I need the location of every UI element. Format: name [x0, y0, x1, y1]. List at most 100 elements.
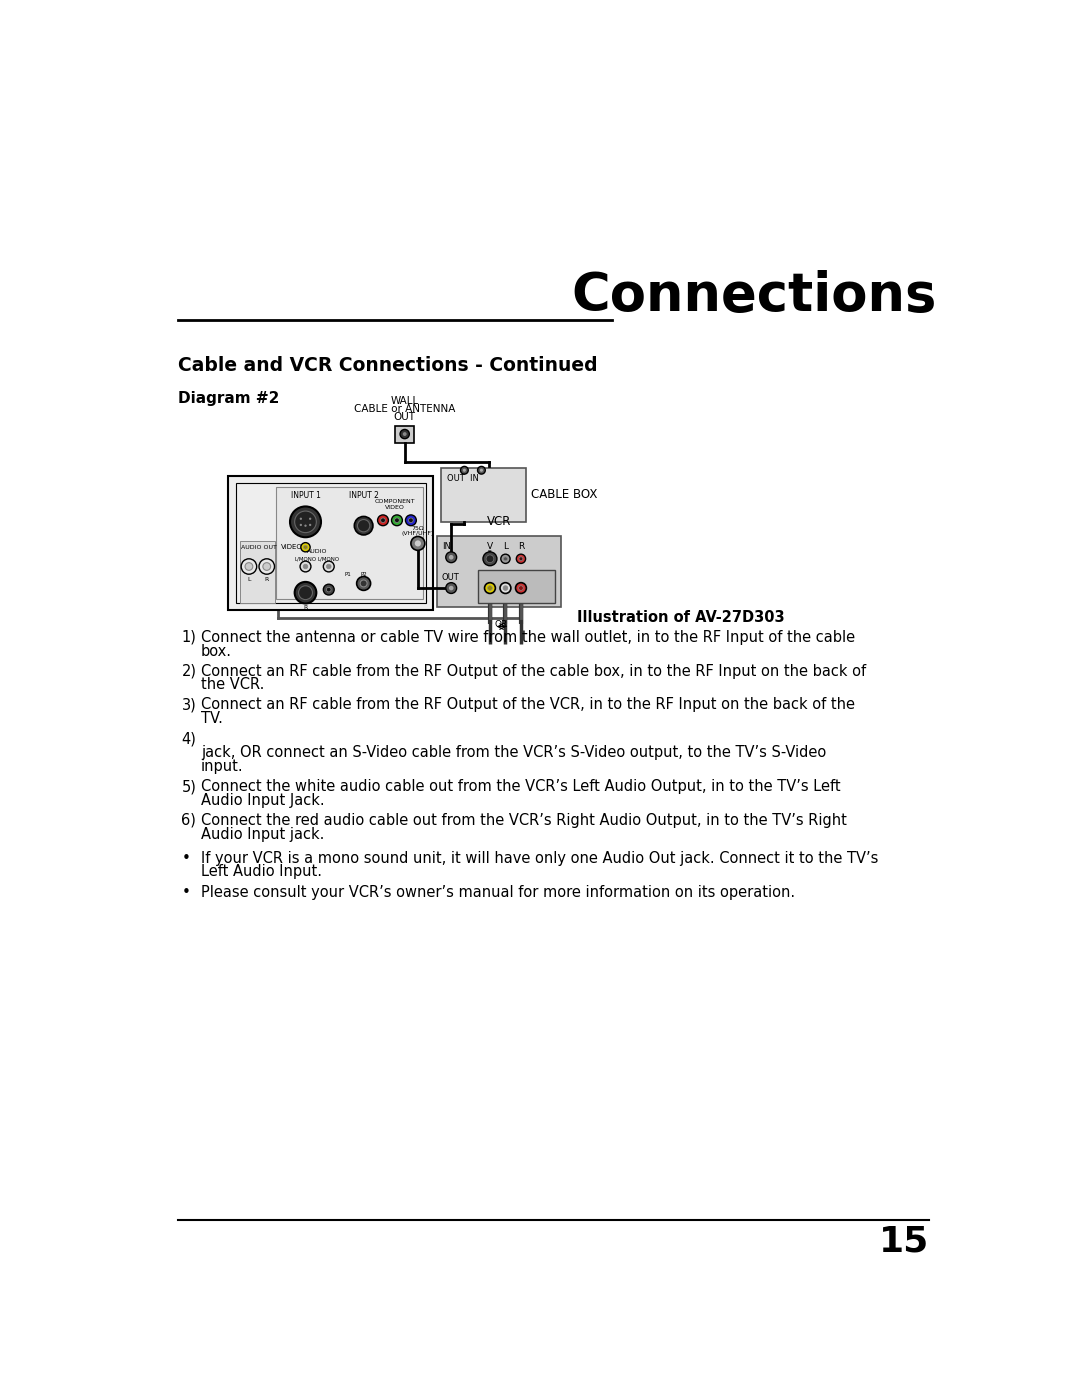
Text: the VCR.: the VCR.	[201, 678, 265, 693]
Circle shape	[449, 585, 454, 591]
Text: VIDEO: VIDEO	[281, 545, 302, 550]
Circle shape	[446, 583, 457, 594]
Bar	[235, 483, 426, 602]
Text: L/MONO: L/MONO	[318, 556, 340, 562]
Circle shape	[295, 583, 316, 604]
Bar	[276, 488, 423, 599]
Circle shape	[486, 555, 494, 563]
Text: Connections: Connections	[571, 270, 937, 321]
Text: P2: P2	[361, 571, 367, 577]
Text: Please consult your VCR’s owner’s manual for more information on its operation.: Please consult your VCR’s owner’s manual…	[201, 884, 795, 900]
Circle shape	[241, 559, 257, 574]
Text: IN: IN	[442, 542, 450, 550]
Text: Audio Input jack.: Audio Input jack.	[201, 827, 324, 842]
Text: CABLE BOX: CABLE BOX	[531, 489, 597, 502]
Text: Connect the red audio cable out from the VCR’s Right Audio Output, in to the TV’: Connect the red audio cable out from the…	[201, 813, 847, 828]
Text: WALL: WALL	[391, 395, 419, 405]
Text: 4): 4)	[181, 731, 197, 746]
Bar	[477, 570, 555, 604]
Circle shape	[356, 577, 370, 591]
Bar	[437, 535, 562, 606]
Bar	[240, 541, 274, 602]
Circle shape	[415, 541, 421, 546]
Bar	[228, 475, 433, 610]
Circle shape	[405, 515, 416, 525]
Text: V: V	[487, 542, 492, 550]
Text: Cable and VCR Connections - Continued: Cable and VCR Connections - Continued	[177, 356, 597, 376]
Circle shape	[245, 563, 253, 570]
Circle shape	[326, 587, 332, 592]
Circle shape	[460, 467, 469, 474]
Circle shape	[500, 583, 511, 594]
Text: AUDIO OUT: AUDIO OUT	[241, 545, 278, 550]
Text: Connect an RF cable from the RF Output of the cable box, in to the RF Input on t: Connect an RF cable from the RF Output o…	[201, 664, 866, 679]
Text: R: R	[303, 605, 308, 610]
Text: input.: input.	[201, 759, 243, 774]
Text: Connect an RF cable from the RF Output of the VCR, in to the RF Input on the bac: Connect an RF cable from the RF Output o…	[201, 697, 855, 712]
Text: Connect the antenna or cable TV wire from the wall outlet, in to the RF Input of: Connect the antenna or cable TV wire fro…	[201, 630, 855, 644]
Circle shape	[503, 585, 508, 591]
Circle shape	[516, 555, 526, 563]
Text: AUDIO: AUDIO	[307, 549, 327, 553]
Circle shape	[259, 559, 274, 574]
Text: L/MONO: L/MONO	[295, 556, 316, 562]
Text: INPUT 2: INPUT 2	[349, 490, 379, 500]
Circle shape	[519, 557, 523, 560]
Circle shape	[309, 524, 311, 527]
Circle shape	[518, 585, 524, 591]
Circle shape	[410, 536, 424, 550]
Text: L: L	[503, 542, 508, 550]
Circle shape	[485, 583, 496, 594]
Circle shape	[299, 524, 302, 527]
Circle shape	[408, 518, 414, 522]
Text: 1): 1)	[181, 630, 197, 644]
Circle shape	[303, 564, 308, 569]
Circle shape	[354, 517, 373, 535]
Text: TV.: TV.	[201, 711, 222, 726]
Text: Diagram #2: Diagram #2	[177, 391, 279, 407]
Circle shape	[298, 585, 312, 599]
Circle shape	[305, 524, 307, 527]
Bar	[441, 468, 526, 522]
Circle shape	[291, 507, 321, 538]
Circle shape	[262, 563, 271, 570]
Circle shape	[303, 545, 308, 549]
Circle shape	[403, 432, 407, 436]
Circle shape	[299, 518, 302, 520]
Text: Audio Input Jack.: Audio Input Jack.	[201, 793, 324, 807]
Text: 15: 15	[879, 1224, 930, 1259]
Circle shape	[357, 520, 369, 532]
Circle shape	[463, 469, 465, 472]
Text: 3): 3)	[181, 697, 197, 712]
Text: OR: OR	[495, 620, 509, 630]
Text: •: •	[181, 851, 190, 866]
Text: 5): 5)	[181, 780, 197, 793]
Circle shape	[503, 557, 508, 560]
Circle shape	[323, 562, 334, 571]
Text: jack, OR connect an S-Video cable from the VCR’s S-Video output, to the TV’s S-V: jack, OR connect an S-Video cable from t…	[201, 745, 826, 760]
Circle shape	[295, 511, 316, 532]
Circle shape	[300, 562, 311, 571]
Circle shape	[515, 583, 526, 594]
Circle shape	[309, 518, 311, 520]
Circle shape	[323, 584, 334, 595]
Circle shape	[483, 552, 497, 566]
Text: COMPONENT
VIDEO: COMPONENT VIDEO	[375, 499, 415, 510]
Circle shape	[400, 429, 409, 439]
Text: R: R	[517, 542, 524, 550]
Text: L: L	[247, 577, 251, 581]
Text: R: R	[265, 577, 269, 581]
Circle shape	[392, 515, 403, 525]
Circle shape	[360, 580, 367, 587]
Circle shape	[380, 518, 386, 522]
Text: CABLE or ANTENNA: CABLE or ANTENNA	[354, 404, 456, 414]
Circle shape	[394, 518, 400, 522]
Text: Connect the white audio cable out from the VCR’s Left Audio Output, in to the TV: Connect the white audio cable out from t…	[201, 780, 840, 793]
Text: OUT: OUT	[394, 412, 416, 422]
Text: •: •	[181, 884, 190, 900]
Circle shape	[378, 515, 389, 525]
Bar	[395, 426, 414, 443]
Text: Left Audio Input.: Left Audio Input.	[201, 865, 322, 880]
Text: P1: P1	[345, 571, 351, 577]
Circle shape	[477, 467, 485, 474]
